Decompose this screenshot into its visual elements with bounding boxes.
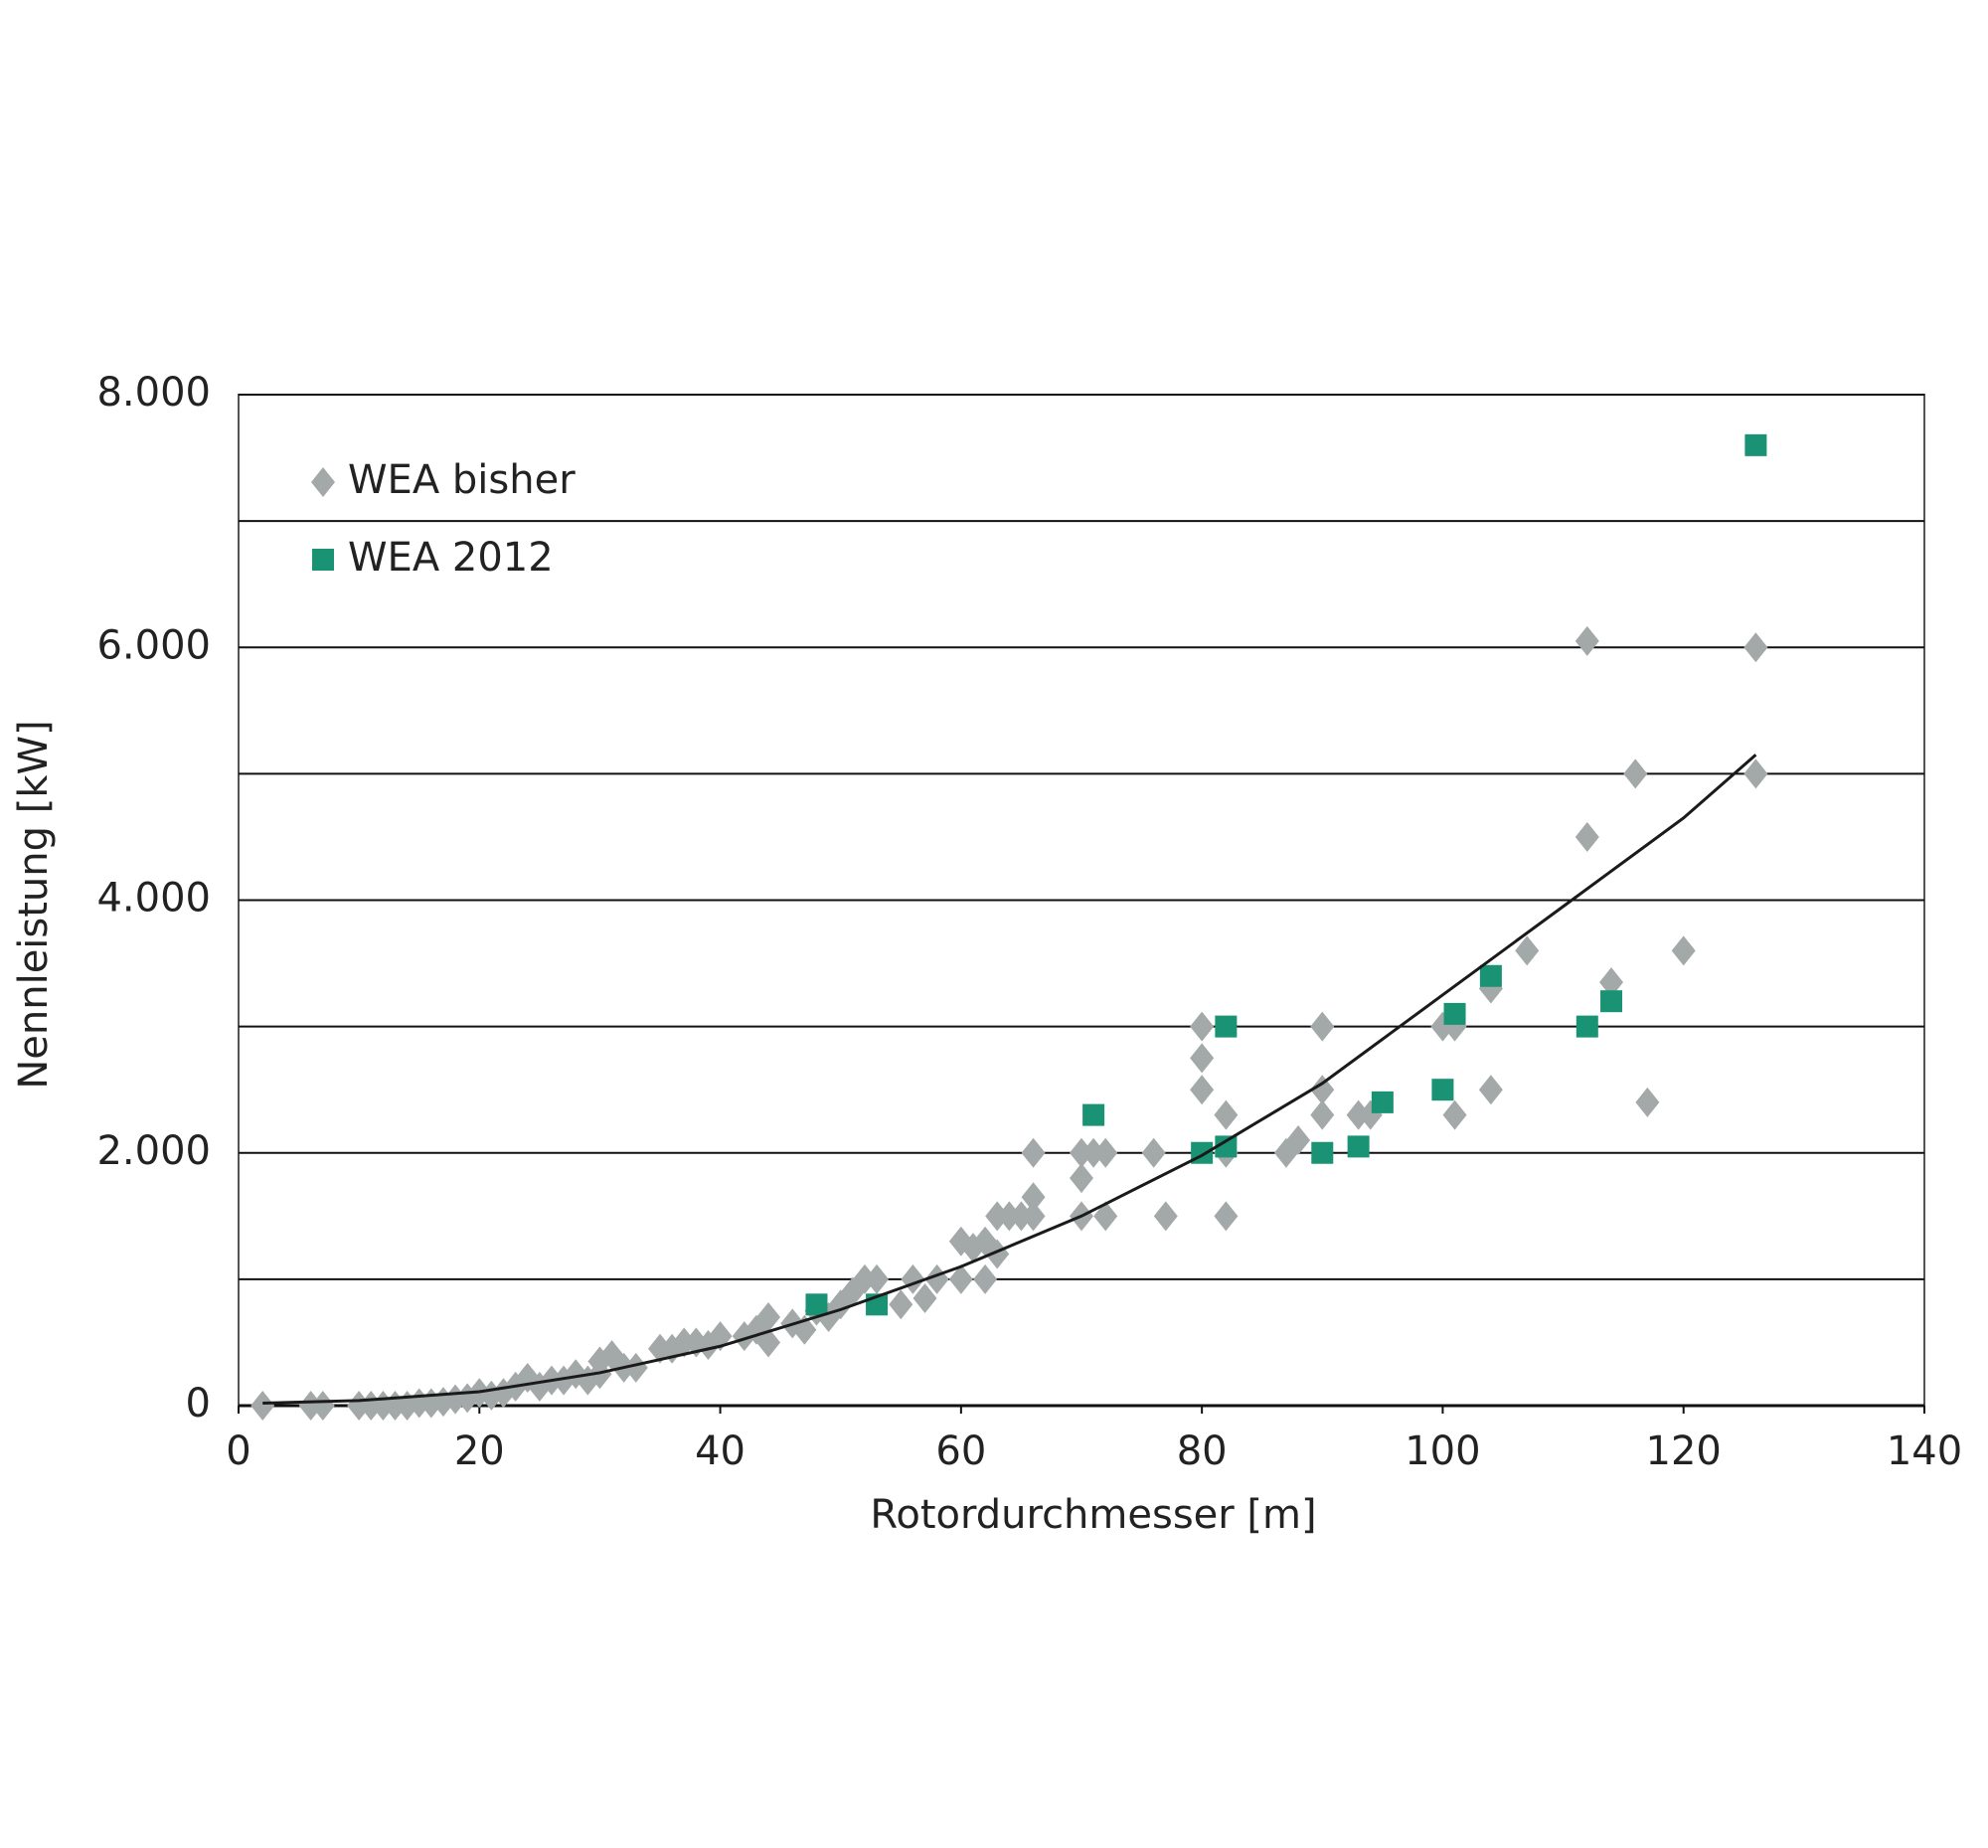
diamond-marker xyxy=(1635,1087,1660,1117)
diamond-marker xyxy=(1743,632,1768,663)
square-marker xyxy=(1311,1141,1334,1164)
y-tick-label: 4.000 xyxy=(96,876,211,922)
square-marker xyxy=(1371,1091,1394,1113)
y-axis-title: Nennleistung [kW] xyxy=(11,720,57,1089)
x-tick-label: 100 xyxy=(1405,1428,1480,1474)
diamond-marker xyxy=(1153,1201,1178,1232)
legend-marker xyxy=(311,467,335,497)
square-marker xyxy=(1215,1015,1238,1038)
diamond-marker xyxy=(1021,1201,1046,1232)
diamond-marker xyxy=(1623,758,1648,789)
diamond-marker xyxy=(889,1289,913,1320)
diamond-marker xyxy=(552,1365,577,1396)
diamond-marker xyxy=(1286,1125,1311,1156)
diamond-marker xyxy=(997,1201,1022,1232)
diamond-marker xyxy=(1141,1137,1166,1168)
diamond-marker xyxy=(1574,821,1599,852)
diamond-marker xyxy=(1442,1099,1467,1130)
diamond-marker xyxy=(1009,1201,1034,1232)
diamond-marker xyxy=(865,1263,890,1294)
diamond-marker xyxy=(912,1282,937,1313)
diamond-marker xyxy=(732,1321,756,1352)
diamond-marker xyxy=(1310,1011,1335,1042)
x-tick-label: 140 xyxy=(1887,1428,1962,1474)
diamond-marker xyxy=(1190,1043,1215,1074)
diamond-marker xyxy=(347,1391,372,1421)
diamond-marker xyxy=(1743,758,1768,789)
diamond-marker xyxy=(1081,1137,1106,1168)
square-marker xyxy=(1744,433,1767,456)
x-tick-label: 0 xyxy=(226,1428,250,1474)
y-tick-label: 6.000 xyxy=(96,622,211,668)
diamond-marker xyxy=(1599,967,1624,998)
diamond-marker xyxy=(1346,1099,1371,1130)
x-tick-label: 60 xyxy=(935,1428,986,1474)
square-marker xyxy=(1575,1015,1598,1038)
diamond-marker xyxy=(1515,935,1540,966)
legend-label: WEA 2012 xyxy=(348,535,554,581)
diamond-marker xyxy=(985,1239,1010,1269)
trend-line xyxy=(262,754,1757,1405)
square-marker xyxy=(805,1293,828,1316)
diamond-marker xyxy=(298,1391,323,1421)
diamond-marker xyxy=(1021,1182,1046,1213)
diamond-marker xyxy=(1214,1099,1239,1130)
y-tick-label: 8.000 xyxy=(96,370,211,416)
diamond-marker xyxy=(1093,1201,1118,1232)
x-tick-label: 40 xyxy=(695,1428,746,1474)
diamond-marker xyxy=(948,1263,973,1294)
square-marker xyxy=(1479,964,1502,987)
square-marker xyxy=(1600,990,1623,1013)
diamond-marker xyxy=(1478,1075,1503,1105)
diamond-marker xyxy=(1574,625,1599,656)
diamond-marker xyxy=(1310,1099,1335,1130)
square-marker xyxy=(1215,1135,1238,1158)
square-marker xyxy=(1347,1135,1370,1158)
diamond-marker xyxy=(1070,1163,1093,1194)
diamond-marker xyxy=(648,1333,672,1364)
legend-marker xyxy=(312,549,334,571)
square-marker xyxy=(1082,1103,1105,1126)
square-marker xyxy=(1431,1079,1454,1101)
y-tick-label: 0 xyxy=(186,1381,211,1427)
diamond-marker xyxy=(250,1391,275,1421)
diamond-marker xyxy=(985,1201,1010,1232)
diamond-marker xyxy=(1070,1137,1093,1168)
diamond-marker xyxy=(310,1391,335,1421)
diamond-marker xyxy=(973,1263,998,1294)
diamond-marker xyxy=(1671,935,1696,966)
diamond-marker xyxy=(1093,1137,1118,1168)
square-marker xyxy=(1443,1002,1466,1025)
x-tick-label: 20 xyxy=(454,1428,505,1474)
legend-label: WEA bisher xyxy=(348,457,576,503)
x-tick-label: 80 xyxy=(1177,1428,1228,1474)
diamond-marker xyxy=(623,1352,648,1383)
diamond-marker xyxy=(1214,1201,1239,1232)
y-tick-label: 2.000 xyxy=(96,1128,211,1174)
x-axis-title: Rotordurchmesser [m] xyxy=(870,1492,1316,1538)
diamond-marker xyxy=(1190,1011,1215,1042)
diamond-marker xyxy=(1310,1075,1335,1105)
diamond-marker xyxy=(1021,1137,1046,1168)
x-tick-label: 120 xyxy=(1646,1428,1722,1474)
diamond-marker xyxy=(1190,1075,1215,1105)
